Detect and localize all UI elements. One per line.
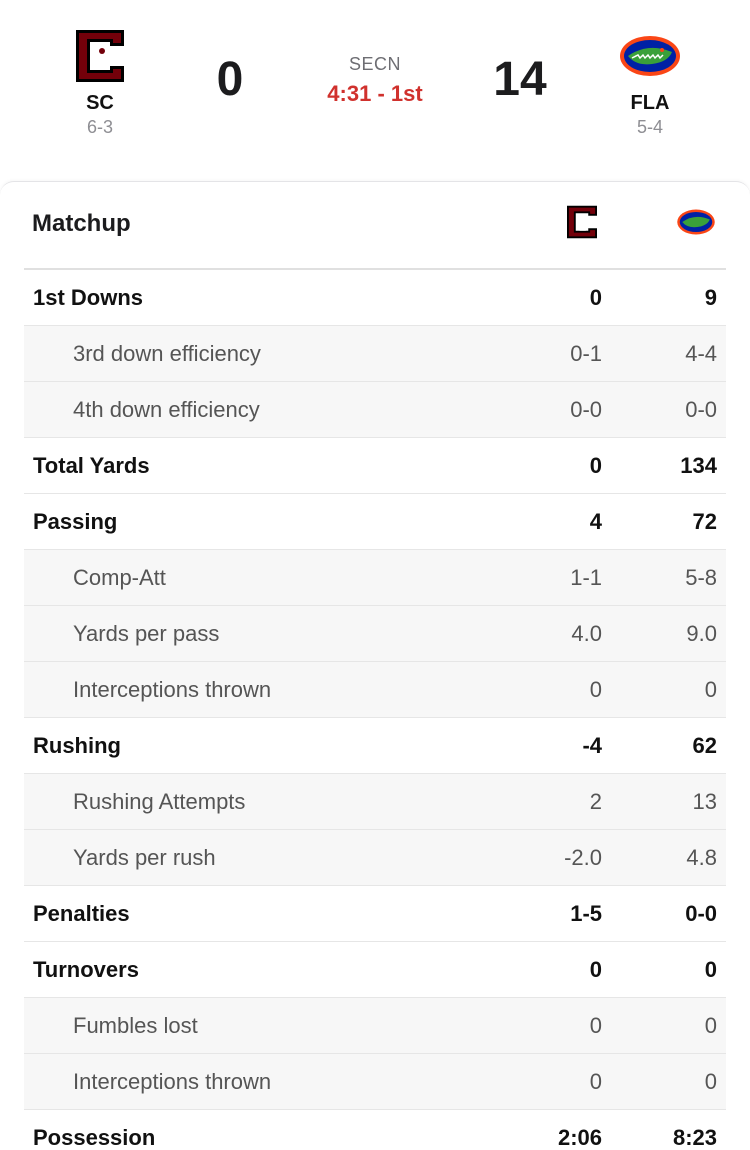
game-clock: 4:31 - 1st xyxy=(327,81,423,106)
stat-label: Fumbles lost xyxy=(73,1013,198,1038)
home-stat-value: 0 xyxy=(589,1069,602,1094)
stat-label: Turnovers xyxy=(33,957,139,982)
gamecocks-logo-icon xyxy=(76,30,124,82)
stat-label: Yards per rush xyxy=(73,845,216,870)
stat-row: 3rd down efficiency 0-1 4-4 xyxy=(24,326,726,382)
home-stat-value: -4 xyxy=(582,733,602,758)
away-stat-value: 13 xyxy=(692,789,717,814)
home-score: 0 xyxy=(216,53,244,106)
gators-logo-icon xyxy=(620,36,680,76)
stat-row: Fumbles lost 0 0 xyxy=(24,998,726,1054)
home-stat-value: 0-1 xyxy=(570,341,602,366)
away-stat-value: 72 xyxy=(692,509,717,534)
stat-row: Yards per pass 4.0 9.0 xyxy=(24,606,726,662)
away-team-record: 5-4 xyxy=(636,117,663,137)
stat-row: Turnovers 0 0 xyxy=(24,942,726,998)
scoreboard: SC 6-3 0 SECN 4:31 - 1st 14 FLA 5-4 xyxy=(0,0,750,180)
stat-label: Penalties xyxy=(33,901,130,926)
stat-label: Rushing xyxy=(33,733,121,758)
home-stat-value: 0 xyxy=(589,1013,602,1038)
away-team[interactable]: FLA 5-4 xyxy=(590,24,710,138)
away-stat-value: 8:23 xyxy=(672,1125,717,1150)
stat-row: Possession 2:06 8:23 xyxy=(24,1110,726,1150)
away-stat-value: 0 xyxy=(704,1069,717,1094)
stat-row: Rushing -4 62 xyxy=(24,718,726,774)
home-stat-value: 1-1 xyxy=(570,565,602,590)
stat-row: Total Yards 0 134 xyxy=(24,438,726,494)
stat-label: Possession xyxy=(33,1125,156,1150)
away-stat-value: 0 xyxy=(704,957,717,982)
stat-row: Rushing Attempts 2 13 xyxy=(24,774,726,830)
stat-row: Penalties 1-5 0-0 xyxy=(24,886,726,942)
stat-label: Interceptions thrown xyxy=(73,1069,272,1094)
away-stat-value: 9 xyxy=(704,285,717,310)
away-stat-value: 0 xyxy=(704,1013,717,1038)
stat-row: Passing 4 72 xyxy=(24,494,726,550)
matchup-header: Matchup xyxy=(24,182,726,270)
gamecocks-logo-icon xyxy=(567,205,597,239)
matchup-card: Matchup 1st Downs 0 9 3rd down efficienc… xyxy=(0,181,750,1150)
stat-row: 1st Downs 0 9 xyxy=(24,270,726,326)
away-score: 14 xyxy=(493,53,547,106)
stat-label: Passing xyxy=(33,509,118,534)
home-stat-value: 0 xyxy=(589,957,602,982)
away-stat-value: 134 xyxy=(680,453,717,478)
stat-row: 4th down efficiency 0-0 0-0 xyxy=(24,382,726,438)
stat-label: Total Yards xyxy=(33,453,150,478)
away-stat-value: 62 xyxy=(692,733,717,758)
stat-row: Yards per rush -2.0 4.8 xyxy=(24,830,726,886)
game-status: SECN 4:31 - 1st xyxy=(275,54,475,107)
away-stat-value: 0 xyxy=(704,677,717,702)
stat-label: 3rd down efficiency xyxy=(73,341,261,366)
away-stat-value: 5-8 xyxy=(685,565,717,590)
away-team-abbr: FLA xyxy=(630,92,670,114)
stat-label: Comp-Att xyxy=(73,565,166,590)
stat-label: Interceptions thrown xyxy=(73,677,272,702)
home-stat-value: 2:06 xyxy=(557,1125,602,1150)
gators-logo-icon xyxy=(677,209,715,235)
stat-row: Comp-Att 1-1 5-8 xyxy=(24,550,726,606)
stat-row: Interceptions thrown 0 0 xyxy=(24,1054,726,1110)
home-stat-value: 0-0 xyxy=(570,397,602,422)
away-stat-value: 4-4 xyxy=(685,341,717,366)
home-team-record: 6-3 xyxy=(86,117,113,137)
away-stat-value: 4.8 xyxy=(686,845,717,870)
home-stat-value: 0 xyxy=(589,453,602,478)
home-stat-value: 0 xyxy=(589,677,602,702)
home-stat-value: 2 xyxy=(589,789,602,814)
home-stat-value: -2.0 xyxy=(564,845,602,870)
stat-label: Rushing Attempts xyxy=(73,789,246,814)
away-stat-value: 0-0 xyxy=(685,397,717,422)
home-stat-value: 1-5 xyxy=(570,901,602,926)
home-team[interactable]: SC 6-3 xyxy=(40,24,160,138)
home-stat-value: 0 xyxy=(589,285,602,310)
home-stat-value: 4.0 xyxy=(571,621,602,646)
stat-label: 1st Downs xyxy=(33,285,144,310)
away-stat-value: 9.0 xyxy=(686,621,717,646)
matchup-title: Matchup xyxy=(32,210,131,237)
home-team-abbr: SC xyxy=(86,92,114,114)
home-stat-value: 4 xyxy=(589,509,602,534)
stats-table: 1st Downs 0 9 3rd down efficiency 0-1 4-… xyxy=(24,270,726,1150)
tv-network: SECN xyxy=(348,54,401,74)
stat-label: Yards per pass xyxy=(73,621,220,646)
stat-label: 4th down efficiency xyxy=(73,397,260,422)
away-stat-value: 0-0 xyxy=(685,901,717,926)
stat-row: Interceptions thrown 0 0 xyxy=(24,662,726,718)
